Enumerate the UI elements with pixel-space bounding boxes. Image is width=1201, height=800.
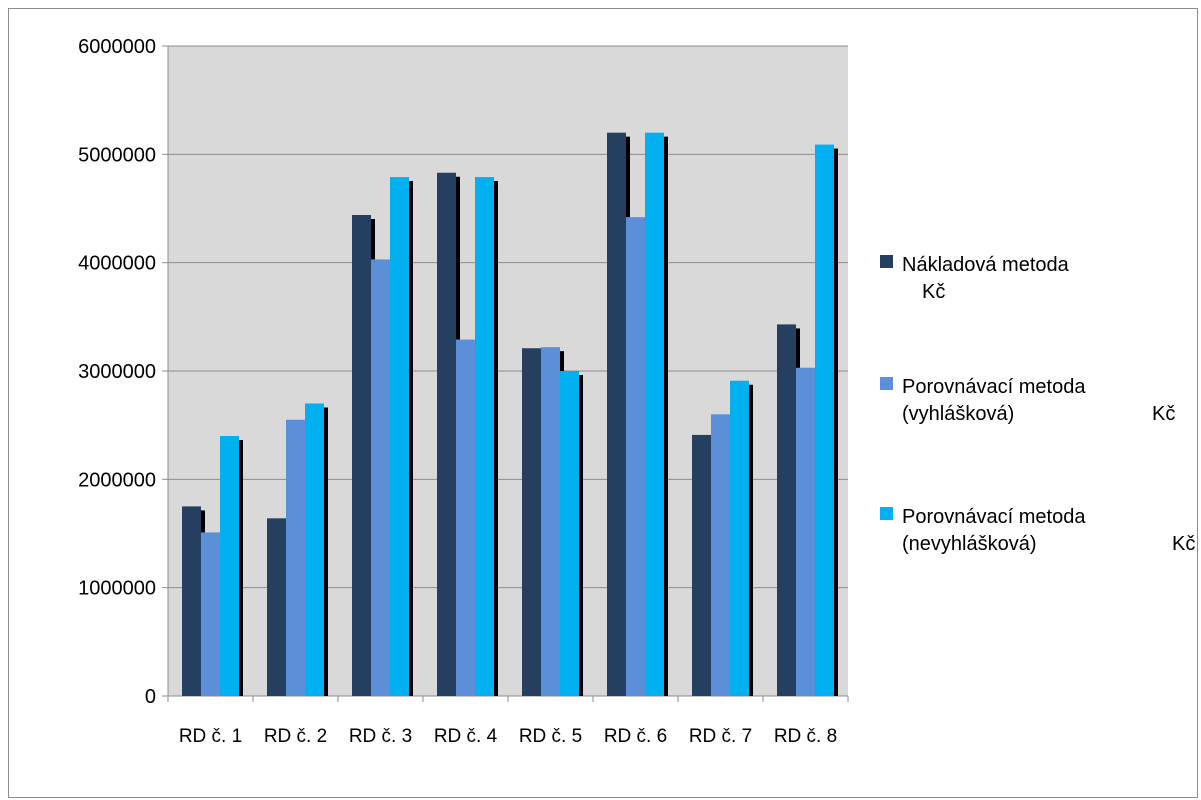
x-tick-label: RD č. 6	[604, 726, 667, 747]
bar	[730, 380, 749, 696]
bar	[645, 132, 664, 696]
x-tick-label: RD č. 5	[519, 726, 582, 747]
x-tick-label: RD č. 3	[349, 726, 412, 747]
legend-label: (nevyhlášková)	[902, 533, 1037, 555]
legend-label: Kč	[1172, 533, 1195, 555]
bar	[220, 436, 239, 696]
y-tick-label: 2000000	[78, 469, 156, 491]
bar	[305, 403, 324, 696]
bar	[182, 506, 201, 696]
x-tick-label: RD č. 2	[264, 726, 327, 747]
y-tick-label: 5000000	[78, 144, 156, 166]
legend-label: Nákladová metoda	[902, 254, 1070, 276]
y-tick-label: 6000000	[78, 36, 156, 58]
bar	[626, 217, 645, 696]
bar	[390, 177, 409, 697]
x-tick-label: RD č. 8	[774, 726, 837, 747]
bar	[286, 419, 305, 696]
x-tick-label: RD č. 7	[689, 726, 752, 747]
y-tick-label: 0	[145, 686, 156, 708]
legend-label: Kč	[1152, 403, 1175, 425]
bar	[437, 172, 456, 696]
bar	[607, 132, 626, 696]
legend-label: Porovnávací metoda	[902, 506, 1086, 528]
y-tick-label: 4000000	[78, 253, 156, 275]
bar	[371, 259, 390, 696]
legend-swatch	[880, 255, 893, 268]
y-tick-label: 1000000	[78, 578, 156, 600]
bar	[815, 144, 834, 697]
bar	[201, 532, 220, 696]
legend-label: Kč	[922, 281, 945, 303]
legend-label: (vyhlášková)	[902, 403, 1014, 425]
legend-swatch	[880, 377, 893, 390]
x-tick-label: RD č. 4	[434, 726, 498, 747]
bar	[777, 324, 796, 696]
bar	[560, 371, 579, 696]
y-tick-label: 3000000	[78, 361, 156, 383]
x-tick-label: RD č. 1	[179, 726, 242, 747]
bar	[796, 367, 815, 696]
bar	[352, 215, 371, 696]
bar	[692, 434, 711, 696]
bar	[522, 348, 541, 696]
legend-swatch	[880, 507, 893, 520]
bar	[541, 347, 560, 696]
bar	[475, 177, 494, 697]
bar	[456, 339, 475, 696]
bar	[711, 414, 730, 696]
bar	[267, 518, 286, 696]
legend-label: Porovnávací metoda	[902, 376, 1086, 398]
